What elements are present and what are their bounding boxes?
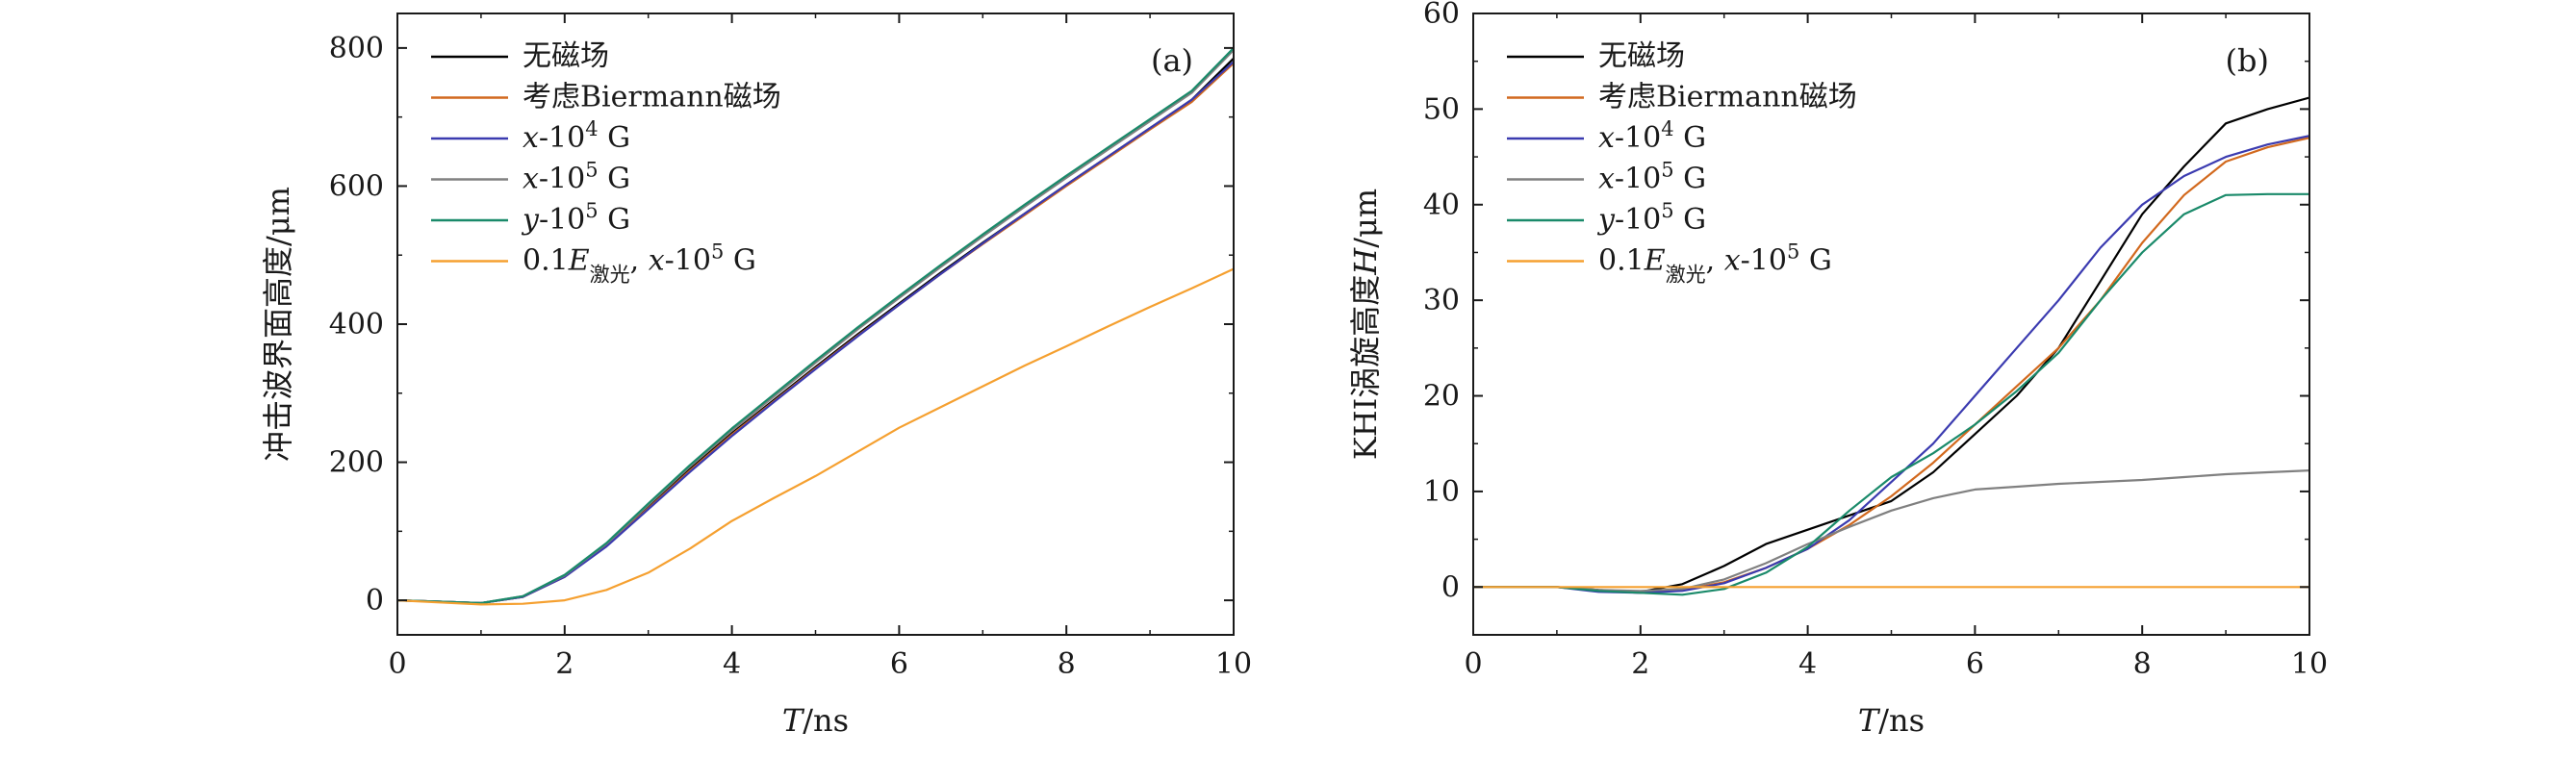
legend-entry-label: x-105 G — [523, 159, 630, 196]
legend-entry-label: y-105 G — [521, 199, 630, 237]
y-tick-label: 60 — [1423, 0, 1460, 31]
y-axis-title: 冲击波界面高度/μm — [260, 187, 296, 462]
x-tick-label: 4 — [1798, 647, 1817, 681]
series-line-3 — [1473, 469, 2309, 593]
x-tick-label: 0 — [388, 647, 406, 681]
legend-entry-label: 无磁场 — [523, 39, 609, 73]
y-tick-label: 200 — [329, 446, 384, 480]
x-tick-label: 0 — [1464, 647, 1482, 681]
x-tick-label: 4 — [723, 647, 741, 681]
x-tick-label: 2 — [555, 647, 574, 681]
panel-label: (b) — [2226, 42, 2269, 79]
legend-entry-label: y-105 G — [1596, 199, 1706, 237]
series-line-4 — [397, 47, 1234, 605]
x-axis-title: T/ns — [782, 702, 849, 739]
y-tick-label: 0 — [366, 584, 384, 618]
legend-entry-label: x-104 G — [523, 117, 630, 155]
series-lines — [1473, 96, 2309, 596]
y-tick-label: 20 — [1423, 380, 1460, 414]
legend-entry-label: x-104 G — [1598, 117, 1706, 155]
chart-panel-a: 0 2 4 6 8 10 0 200 400 600 800 T/ns 冲击波界面高度/μm (a) 无磁场… — [260, 13, 1252, 739]
x-tick-label: 2 — [1631, 647, 1649, 681]
y-tick-label: 800 — [329, 32, 384, 65]
y-tick-label: 50 — [1423, 92, 1460, 126]
y-tick-label: 40 — [1423, 189, 1460, 222]
legend-entry-label: x-105 G — [1598, 159, 1706, 196]
panel-label: (a) — [1151, 42, 1193, 79]
y-axis-title: KHI涡旋高度H/μm — [1347, 189, 1384, 460]
x-tick-label: 10 — [1215, 647, 1252, 681]
x-tick-label: 8 — [1058, 647, 1076, 681]
y-tick-label: 10 — [1423, 475, 1460, 509]
series-lines — [397, 47, 1234, 606]
y-tick-label: 30 — [1423, 284, 1460, 317]
series-line-4 — [1473, 192, 2309, 596]
x-tick-label: 6 — [1966, 647, 1984, 681]
legend-entry-label: 0.1E激光, x-105 G — [523, 240, 756, 287]
x-axis-title: T/ns — [1858, 702, 1925, 739]
y-tick-label: 0 — [1441, 570, 1460, 604]
x-tick-label: 10 — [2291, 647, 2328, 681]
chart-panel-b: 0 2 4 6 8 10 0 10 20 30 40 50 60 T/ns KHI涡旋高度H/μm (b) 无磁… — [1347, 0, 2328, 739]
x-tick-label: 8 — [2133, 647, 2152, 681]
y-tick-label: 400 — [329, 308, 384, 341]
legend-entry-label: 0.1E激光, x-105 G — [1598, 240, 1832, 287]
series-line-5 — [397, 267, 1234, 606]
legend-entry-label: 考虑Biermann磁场 — [1598, 81, 1857, 114]
x-tick-label: 6 — [890, 647, 908, 681]
legend-entry-label: 无磁场 — [1598, 39, 1685, 73]
y-tick-label: 600 — [329, 169, 384, 203]
legend-entry-label: 考虑Biermann磁场 — [523, 81, 781, 114]
